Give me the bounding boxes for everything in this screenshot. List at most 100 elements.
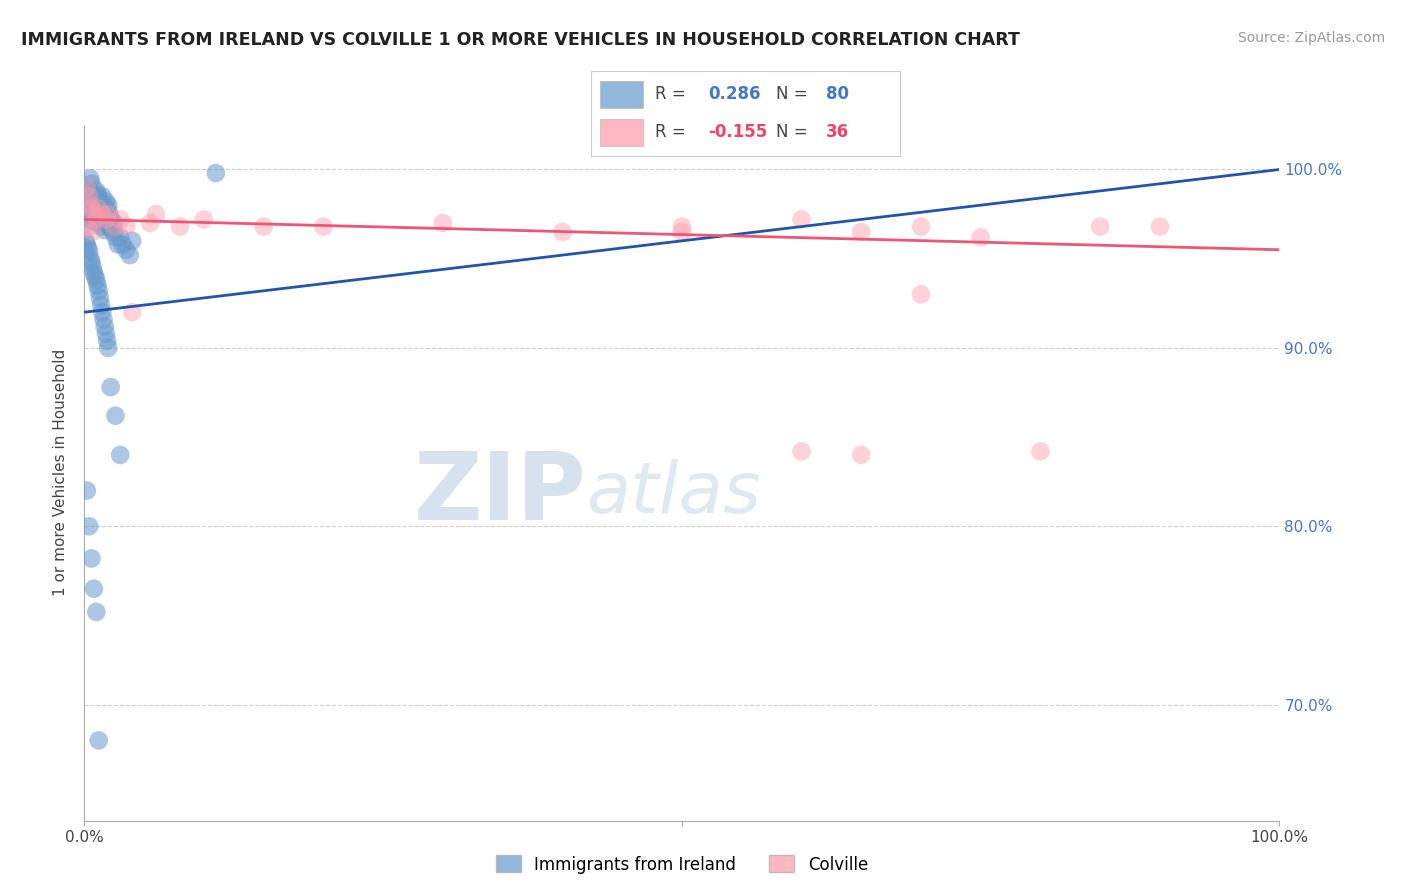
Point (90, 202, 112, 216)
Point (77, 202, 100, 216)
Point (193, 212, 215, 227)
Point (84, 212, 107, 227)
Point (121, 234, 143, 248)
Point (83, 582, 105, 596)
Point (139, 216, 162, 230)
Point (1149, 219, 1171, 234)
Point (86, 187, 108, 202)
Point (94, 216, 117, 230)
Point (145, 207, 167, 221)
Point (103, 219, 125, 234)
Point (94, 194, 117, 209)
Point (86, 605, 108, 619)
Point (80, 177, 103, 191)
Point (76, 237, 98, 252)
Y-axis label: 1 or more Vehicles in Household: 1 or more Vehicles in Household (53, 349, 69, 597)
Point (93, 319, 115, 334)
Point (104, 409, 127, 423)
Legend: Immigrants from Ireland, Colville: Immigrants from Ireland, Colville (488, 847, 876, 882)
Point (77, 189, 100, 203)
Point (84, 194, 107, 209)
Point (93, 216, 115, 230)
Point (432, 216, 454, 230)
Point (1029, 444, 1052, 458)
Text: ZIP: ZIP (413, 448, 586, 540)
Point (93, 198, 115, 212)
Point (93, 312, 115, 326)
Point (103, 216, 125, 230)
Point (205, 166, 228, 180)
Point (91, 207, 114, 221)
Point (970, 230, 993, 244)
Point (80, 255, 103, 269)
Point (100, 212, 122, 227)
Point (89, 291, 111, 305)
Text: 80: 80 (825, 86, 849, 103)
Point (671, 225, 693, 239)
Point (84, 269, 107, 284)
Point (75, 234, 97, 248)
Point (94, 212, 117, 227)
Point (82, 205, 104, 219)
Point (790, 212, 813, 227)
Point (97, 219, 120, 234)
Point (83, 191, 105, 205)
Point (312, 219, 335, 234)
Point (253, 219, 276, 234)
Point (86, 205, 108, 219)
Point (76, 180, 98, 194)
Text: N =: N = (776, 123, 813, 141)
Point (110, 448, 132, 462)
Point (79, 171, 101, 186)
Point (94, 326, 117, 341)
Point (97, 207, 120, 221)
Point (87, 202, 110, 216)
Point (104, 230, 127, 244)
Point (118, 248, 141, 262)
Text: N =: N = (776, 86, 813, 103)
Text: 0.286: 0.286 (709, 86, 761, 103)
Point (80, 194, 103, 209)
Point (107, 237, 129, 252)
Point (849, 225, 872, 239)
Point (76, 180, 98, 194)
Point (86, 212, 108, 227)
Point (86, 273, 108, 287)
Text: IMMIGRANTS FROM IRELAND VS COLVILLE 1 OR MORE VEHICLES IN HOUSEHOLD CORRELATION : IMMIGRANTS FROM IRELAND VS COLVILLE 1 OR… (21, 31, 1019, 49)
Point (87, 191, 110, 205)
Text: Source: ZipAtlas.com: Source: ZipAtlas.com (1237, 31, 1385, 45)
Point (89, 212, 111, 227)
Point (96, 334, 118, 348)
Point (87, 216, 110, 230)
Point (80, 202, 103, 216)
Text: -0.155: -0.155 (709, 123, 768, 141)
Point (790, 444, 813, 458)
Point (86, 184, 108, 198)
Point (93, 205, 115, 219)
Point (93, 223, 115, 237)
Point (86, 278, 108, 293)
Point (90, 219, 112, 234)
Point (77, 216, 100, 230)
Point (82, 225, 104, 239)
Point (111, 237, 134, 252)
Point (86, 202, 108, 216)
Point (87, 284, 110, 298)
Point (110, 230, 132, 244)
Point (79, 212, 101, 227)
Point (97, 198, 120, 212)
Point (79, 198, 101, 212)
Point (77, 241, 100, 255)
Point (101, 225, 124, 239)
Point (76, 207, 98, 221)
Point (121, 305, 143, 319)
Point (97, 341, 120, 355)
Point (89, 198, 111, 212)
Point (82, 260, 104, 275)
Point (77, 184, 100, 198)
Text: atlas: atlas (586, 459, 761, 528)
Point (91, 305, 114, 319)
Point (101, 219, 124, 234)
Point (77, 189, 100, 203)
Text: 36: 36 (825, 123, 849, 141)
